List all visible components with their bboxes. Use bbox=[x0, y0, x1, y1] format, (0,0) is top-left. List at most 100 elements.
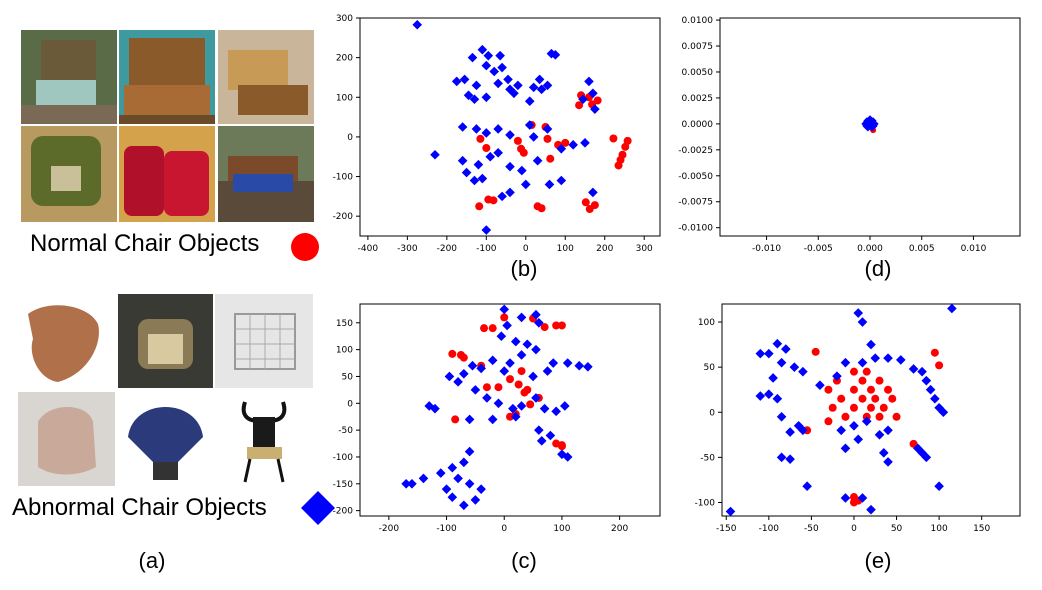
y-tick-label: 100 bbox=[698, 318, 715, 328]
y-tick-label: 300 bbox=[336, 14, 353, 24]
data-point-abnormal bbox=[883, 353, 893, 363]
data-point-abnormal bbox=[481, 60, 492, 71]
data-point-normal bbox=[858, 376, 867, 385]
data-point-normal bbox=[482, 383, 491, 392]
data-point-abnormal bbox=[560, 401, 570, 411]
data-point-abnormal bbox=[542, 366, 553, 376]
data-point-abnormal bbox=[430, 149, 440, 160]
abnormal-legend-diamond-marker bbox=[301, 491, 335, 525]
data-point-normal bbox=[557, 441, 566, 450]
data-point-normal bbox=[581, 198, 590, 207]
data-point-abnormal bbox=[545, 430, 556, 441]
data-point-normal bbox=[871, 394, 880, 403]
y-tick-label: -200 bbox=[333, 507, 354, 517]
data-point-abnormal bbox=[785, 427, 795, 437]
x-tick-label: -300 bbox=[397, 244, 418, 254]
data-point-abnormal bbox=[459, 500, 469, 511]
data-point-abnormal bbox=[534, 425, 544, 435]
data-point-abnormal bbox=[505, 187, 515, 198]
data-point-normal bbox=[879, 403, 888, 412]
data-point-normal bbox=[930, 348, 939, 357]
data-point-abnormal bbox=[578, 94, 588, 105]
data-point-normal bbox=[590, 201, 599, 210]
x-tick-label: 100 bbox=[557, 244, 574, 254]
y-tick-label: -50 bbox=[700, 453, 715, 463]
data-point-abnormal bbox=[418, 473, 429, 484]
x-tick-label: 0 bbox=[501, 524, 507, 534]
data-point-abnormal bbox=[531, 344, 541, 355]
scatter-plot-e: -150 -100 -50 0 50 100 150 -100 -50 0 50 100 bbox=[695, 303, 1021, 534]
x-tick-label: 0.010 bbox=[961, 244, 987, 254]
data-point-normal bbox=[552, 321, 561, 330]
data-point-abnormal bbox=[864, 124, 872, 132]
data-point-abnormal bbox=[776, 411, 787, 422]
y-tick-label: 50 bbox=[342, 372, 354, 382]
data-point-normal bbox=[488, 324, 497, 333]
abnormal-legend-text: Abnormal Chair Objects bbox=[12, 494, 267, 521]
data-point-normal bbox=[841, 412, 850, 421]
data-point-abnormal bbox=[870, 353, 881, 363]
data-point-abnormal bbox=[584, 76, 594, 87]
data-point-abnormal bbox=[459, 74, 470, 85]
x-tick-label: -100 bbox=[436, 524, 457, 534]
data-point-abnormal bbox=[513, 80, 523, 91]
data-point-abnormal bbox=[776, 452, 787, 463]
data-point-abnormal bbox=[505, 84, 515, 95]
data-point-normal bbox=[867, 385, 875, 394]
data-point-abnormal bbox=[464, 414, 475, 425]
data-point-abnormal bbox=[755, 391, 766, 401]
x-tick-label: 300 bbox=[636, 244, 653, 254]
data-point-normal bbox=[609, 134, 618, 143]
x-tick-label: 200 bbox=[611, 524, 628, 534]
data-point-abnormal bbox=[857, 357, 868, 368]
data-point-abnormal bbox=[481, 225, 492, 235]
data-point-abnormal bbox=[802, 481, 812, 492]
data-point-normal bbox=[849, 493, 858, 502]
data-point-abnormal bbox=[568, 140, 578, 150]
data-point-abnormal bbox=[725, 506, 736, 517]
data-point-abnormal bbox=[522, 339, 533, 350]
data-point-abnormal bbox=[444, 371, 455, 382]
x-tick-label: -100 bbox=[476, 244, 497, 254]
data-point-normal bbox=[543, 134, 552, 143]
data-point-abnormal bbox=[930, 393, 940, 404]
data-point-abnormal bbox=[485, 151, 496, 162]
data-point-abnormal bbox=[947, 303, 957, 314]
data-point-abnormal bbox=[798, 366, 808, 377]
data-point-abnormal bbox=[934, 481, 944, 492]
data-point-abnormal bbox=[476, 484, 486, 494]
data-point-abnormal bbox=[550, 50, 561, 60]
y-tick-label: 0 bbox=[347, 133, 353, 143]
data-point-abnormal bbox=[451, 76, 462, 87]
data-point-normal bbox=[451, 415, 460, 424]
y-tick-label: 0.0075 bbox=[682, 42, 714, 52]
data-point-normal bbox=[517, 367, 526, 376]
data-point-abnormal bbox=[424, 401, 435, 411]
y-tick-label: 100 bbox=[336, 346, 353, 356]
ornate-chair-photo bbox=[118, 294, 213, 388]
data-point-abnormal bbox=[459, 457, 469, 468]
x-tick-label: 100 bbox=[931, 524, 948, 534]
data-point-abnormal bbox=[938, 407, 949, 418]
data-point-normal bbox=[480, 324, 489, 333]
data-point-abnormal bbox=[516, 401, 527, 411]
data-point-abnormal bbox=[493, 124, 503, 134]
data-point-abnormal bbox=[583, 361, 593, 372]
wooden-rocking-chair-photo bbox=[119, 30, 215, 124]
y-tick-label: -50 bbox=[338, 426, 353, 436]
garden-chair-photo bbox=[21, 30, 117, 124]
data-point-abnormal bbox=[896, 355, 906, 365]
data-point-abnormal bbox=[463, 90, 474, 101]
data-point-abnormal bbox=[866, 504, 876, 515]
data-point-abnormal bbox=[531, 393, 541, 403]
data-point-abnormal bbox=[441, 484, 452, 494]
y-tick-label: 0 bbox=[709, 408, 715, 418]
data-point-abnormal bbox=[505, 161, 515, 172]
data-point-abnormal bbox=[493, 147, 503, 158]
normal-legend-text: Normal Chair Objects bbox=[30, 230, 260, 257]
x-tick-label: -200 bbox=[379, 524, 400, 534]
data-point-abnormal bbox=[840, 443, 851, 454]
panel-label-e: (e) bbox=[864, 548, 892, 573]
data-point-abnormal bbox=[447, 492, 458, 503]
